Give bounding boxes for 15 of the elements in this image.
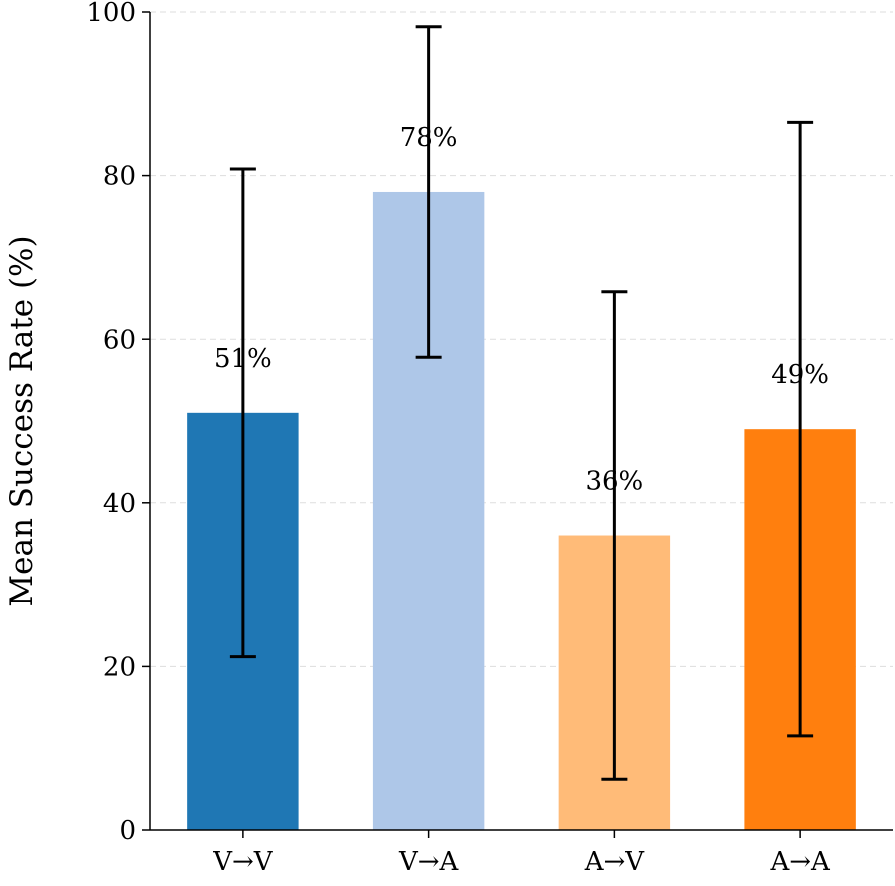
y-axis-title: Mean Success Rate (%)	[4, 235, 40, 607]
y-tick-label: 80	[102, 162, 136, 192]
x-tick-label: A→V	[584, 847, 646, 877]
y-tick-label: 100	[86, 0, 136, 28]
x-tick-label: V→V	[212, 847, 274, 877]
y-tick-label: 40	[102, 488, 136, 519]
x-tick-label: V→A	[398, 847, 460, 877]
y-tick-label: 60	[102, 325, 136, 356]
y-tick-label: 20	[102, 652, 136, 682]
y-tick-label: 0	[119, 816, 136, 846]
bar	[558, 536, 670, 830]
bar	[372, 192, 484, 830]
bar	[744, 429, 856, 830]
x-tick-label: A→A	[769, 847, 832, 877]
bar	[187, 412, 299, 830]
